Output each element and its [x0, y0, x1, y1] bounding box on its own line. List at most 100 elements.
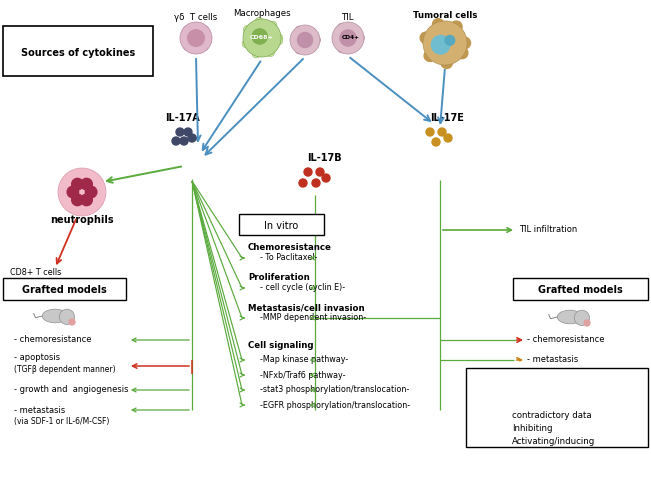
- Circle shape: [85, 186, 97, 198]
- FancyBboxPatch shape: [238, 214, 324, 236]
- Ellipse shape: [42, 309, 68, 323]
- Text: -Map kinase pathway-: -Map kinase pathway-: [260, 355, 348, 364]
- Circle shape: [339, 23, 344, 30]
- Circle shape: [420, 32, 432, 44]
- Circle shape: [252, 50, 260, 58]
- Text: contradictory data: contradictory data: [512, 411, 592, 419]
- Text: (TGFβ dependent manner): (TGFβ dependent manner): [14, 365, 116, 375]
- Text: In vitro: In vitro: [264, 221, 298, 231]
- Text: TIL infiltration: TIL infiltration: [519, 226, 577, 235]
- Text: Sources of cytokines: Sources of cytokines: [21, 48, 135, 58]
- Circle shape: [332, 22, 364, 54]
- Text: -EGFR phosphorylation/translocation-: -EGFR phosphorylation/translocation-: [260, 400, 410, 410]
- Circle shape: [59, 309, 75, 325]
- FancyBboxPatch shape: [3, 26, 153, 76]
- Circle shape: [275, 34, 283, 42]
- Circle shape: [58, 168, 106, 216]
- Text: - metastasis: - metastasis: [14, 405, 65, 415]
- Circle shape: [459, 37, 471, 49]
- Circle shape: [176, 128, 184, 136]
- Text: γδ  T cells: γδ T cells: [174, 14, 217, 22]
- Circle shape: [184, 26, 189, 32]
- Text: Proliferation: Proliferation: [248, 274, 310, 282]
- Circle shape: [243, 25, 252, 34]
- Text: - cell cycle (cyclin E)-: - cell cycle (cyclin E)-: [260, 283, 345, 293]
- Text: - growth and  angiogenesis: - growth and angiogenesis: [14, 385, 128, 395]
- Circle shape: [296, 48, 302, 53]
- Circle shape: [314, 37, 320, 43]
- Circle shape: [424, 50, 436, 61]
- Circle shape: [358, 35, 365, 41]
- Text: -NFxb/Traf6 pathway-: -NFxb/Traf6 pathway-: [260, 370, 346, 380]
- Text: - apoptosis: - apoptosis: [14, 353, 60, 363]
- Text: Metastasis/cell invasion: Metastasis/cell invasion: [248, 303, 365, 312]
- Circle shape: [242, 39, 251, 48]
- Text: (via SDF-1 or IL-6/M-CSF): (via SDF-1 or IL-6/M-CSF): [14, 417, 109, 426]
- Ellipse shape: [557, 310, 583, 324]
- Circle shape: [340, 30, 356, 46]
- Text: Activating/inducing: Activating/inducing: [512, 436, 595, 446]
- Circle shape: [180, 22, 212, 54]
- Text: CD8+ T cells
infiltration: CD8+ T cells infiltration: [10, 268, 61, 288]
- Circle shape: [202, 44, 208, 51]
- Text: Cell signaling: Cell signaling: [248, 341, 314, 349]
- Circle shape: [445, 35, 454, 45]
- Text: - chemoresistance: - chemoresistance: [14, 335, 92, 345]
- Circle shape: [441, 57, 452, 69]
- FancyBboxPatch shape: [466, 368, 648, 447]
- Circle shape: [72, 194, 83, 206]
- Circle shape: [290, 25, 320, 55]
- Text: - To Paclitaxel-: - To Paclitaxel-: [260, 254, 318, 262]
- Circle shape: [81, 194, 92, 206]
- Text: IL-17A: IL-17A: [165, 113, 200, 123]
- Circle shape: [450, 21, 462, 33]
- Text: CD68+: CD68+: [250, 35, 274, 40]
- Circle shape: [266, 48, 275, 57]
- Circle shape: [296, 26, 302, 33]
- Circle shape: [188, 134, 196, 142]
- Circle shape: [298, 33, 312, 48]
- Circle shape: [180, 137, 188, 145]
- Text: neutrophils: neutrophils: [50, 215, 114, 225]
- Circle shape: [316, 168, 324, 176]
- Text: - chemoresistance: - chemoresistance: [527, 335, 605, 345]
- Circle shape: [438, 128, 446, 136]
- Circle shape: [81, 178, 92, 190]
- Circle shape: [444, 134, 452, 142]
- Circle shape: [187, 30, 204, 46]
- Circle shape: [299, 179, 307, 187]
- Text: CD4+: CD4+: [342, 35, 360, 40]
- Text: - metastasis: - metastasis: [527, 355, 578, 364]
- Circle shape: [72, 178, 83, 190]
- Circle shape: [423, 21, 467, 65]
- Circle shape: [426, 128, 434, 136]
- Circle shape: [252, 29, 268, 44]
- Text: Chemoresistance: Chemoresistance: [248, 243, 332, 253]
- Text: -growth: -growth: [527, 374, 559, 382]
- Circle shape: [339, 46, 344, 52]
- Text: Macrophages: Macrophages: [233, 10, 291, 18]
- FancyBboxPatch shape: [3, 278, 126, 299]
- Circle shape: [274, 37, 283, 45]
- Circle shape: [243, 19, 281, 57]
- Circle shape: [255, 17, 263, 26]
- Circle shape: [202, 26, 208, 32]
- Text: Grafted models: Grafted models: [538, 285, 622, 295]
- Text: Tumoral cells: Tumoral cells: [413, 12, 477, 20]
- Circle shape: [184, 44, 189, 51]
- Circle shape: [67, 186, 79, 198]
- Circle shape: [322, 174, 330, 182]
- Circle shape: [456, 47, 468, 59]
- Circle shape: [432, 35, 450, 54]
- Text: TIL: TIL: [342, 14, 354, 22]
- Text: IL-17E: IL-17E: [430, 113, 464, 123]
- Circle shape: [574, 310, 590, 326]
- Circle shape: [269, 21, 277, 29]
- Circle shape: [432, 138, 440, 146]
- Circle shape: [584, 320, 590, 326]
- Circle shape: [312, 179, 320, 187]
- Circle shape: [304, 168, 312, 176]
- Circle shape: [184, 128, 192, 136]
- FancyBboxPatch shape: [512, 278, 648, 299]
- Circle shape: [69, 319, 75, 325]
